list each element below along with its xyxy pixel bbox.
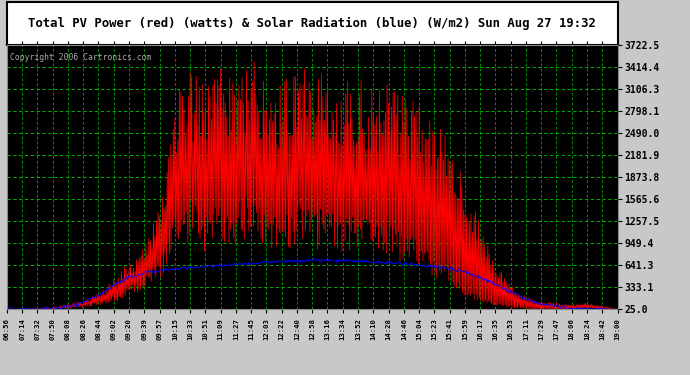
Text: Copyright 2006 Cartronics.com: Copyright 2006 Cartronics.com (10, 53, 151, 62)
Text: Total PV Power (red) (watts) & Solar Radiation (blue) (W/m2) Sun Aug 27 19:32: Total PV Power (red) (watts) & Solar Rad… (28, 17, 596, 30)
